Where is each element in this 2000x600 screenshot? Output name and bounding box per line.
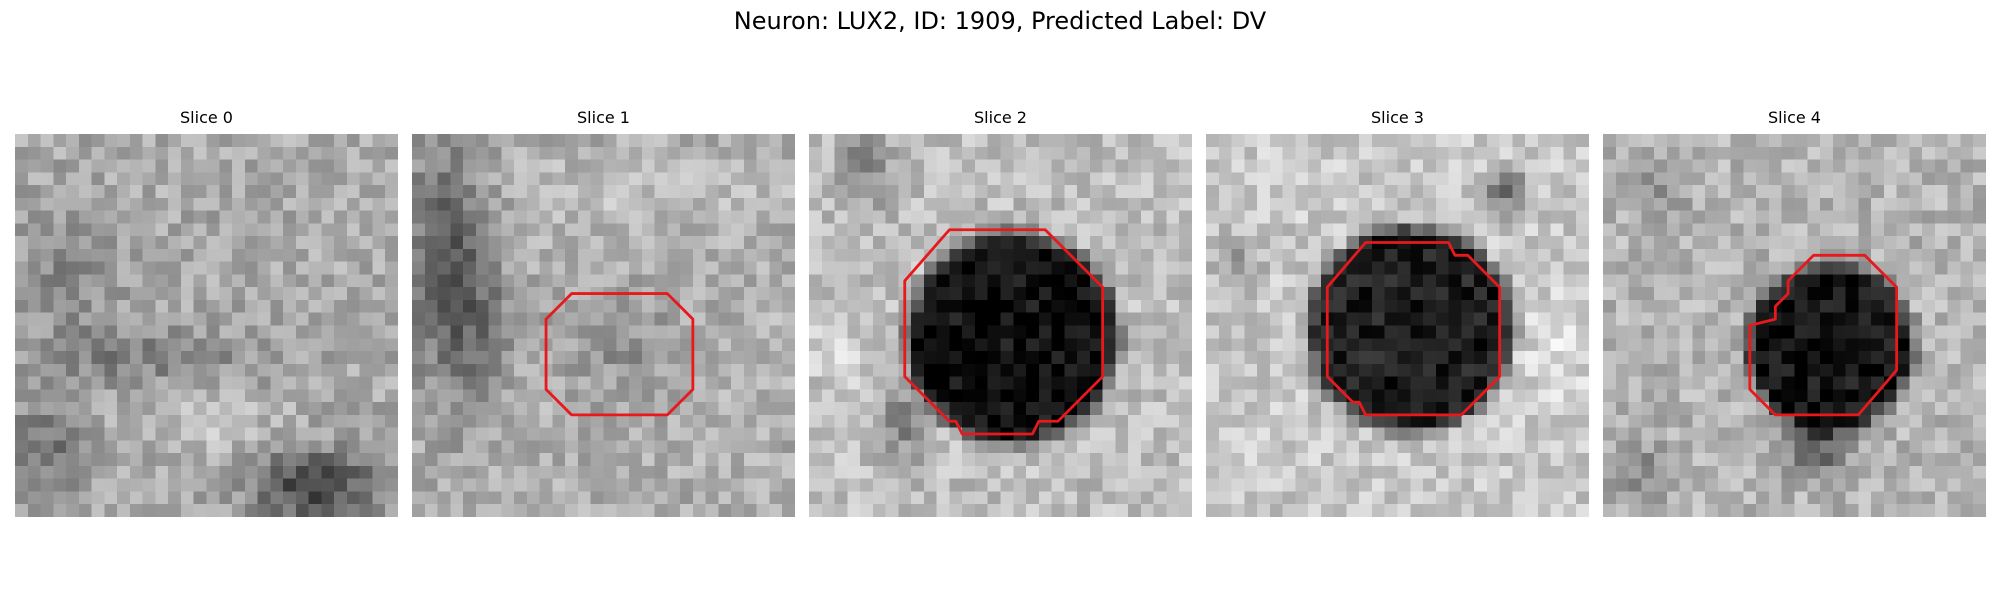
slice-image — [1603, 134, 1986, 517]
slice-image — [15, 134, 398, 517]
slice-image — [1206, 134, 1589, 517]
segmentation-outline — [1748, 253, 1899, 417]
slice-title: Slice 0 — [180, 108, 233, 127]
slice-panel-0: Slice 0 — [15, 108, 398, 520]
segmentation-outline — [903, 228, 1105, 436]
slice-panel-1: Slice 1 — [412, 108, 795, 520]
slice-title: Slice 4 — [1768, 108, 1821, 127]
slice-title: Slice 3 — [1371, 108, 1424, 127]
segmentation-outline — [1325, 241, 1502, 417]
slice-panel-4: Slice 4 — [1603, 108, 1986, 520]
segmentation-outline — [544, 292, 695, 417]
figure-title: Neuron: LUX2, ID: 1909, Predicted Label:… — [733, 7, 1267, 35]
slice-image — [809, 134, 1192, 517]
slice-panel-3: Slice 3 — [1206, 108, 1589, 520]
slice-title: Slice 1 — [577, 108, 630, 127]
slice-image — [412, 134, 795, 517]
slice-panel-2: Slice 2 — [809, 108, 1192, 520]
slice-title: Slice 2 — [974, 108, 1027, 127]
